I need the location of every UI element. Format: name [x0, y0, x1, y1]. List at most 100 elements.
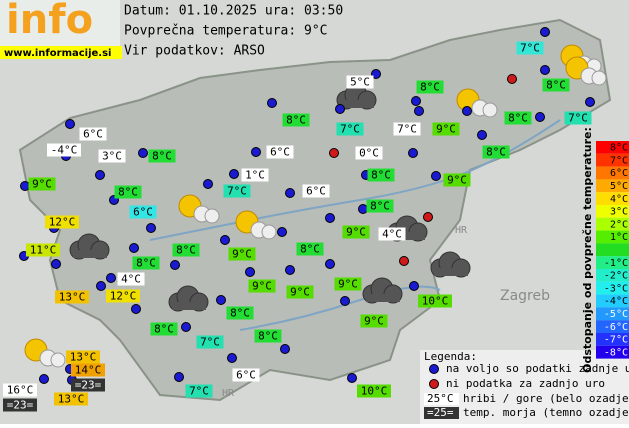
source-line: Vir podatkov: ARSO [124, 44, 265, 59]
station-label-bg [28, 177, 56, 191]
station-label: 8°C [258, 330, 278, 343]
station-label-bg [79, 127, 107, 141]
station-label: 8°C [176, 244, 196, 257]
station-label: 8°C [546, 79, 566, 92]
station-dot [411, 96, 421, 106]
station-label-bg [71, 378, 105, 392]
scale-label: 5°C [610, 181, 628, 192]
station-label: 8°C [154, 323, 174, 336]
station-dot [39, 374, 49, 384]
station-dot [106, 273, 116, 283]
station-dot [277, 227, 287, 237]
station-dot [129, 243, 139, 253]
legend-sample: 25°C [427, 392, 454, 405]
station-label: 9°C [447, 174, 467, 187]
station-label: 7°C [340, 123, 360, 136]
station-label: 7°C [397, 123, 417, 136]
station-label-bg [148, 149, 176, 163]
station-label-bg [106, 289, 140, 303]
scale-label: 4°C [610, 194, 628, 205]
station-label: 0°C [359, 147, 379, 160]
legend-sample: =25= [427, 406, 454, 419]
station-label: 9°C [252, 280, 272, 293]
station-label: 7°C [520, 42, 540, 55]
scale-swatch [596, 307, 629, 321]
scale-label: -2°C [604, 271, 628, 282]
station-dot-missing [423, 212, 433, 222]
station-dot [335, 104, 345, 114]
scale-swatch [596, 179, 629, 193]
station-label: 9°C [338, 278, 358, 291]
station-label: 7°C [568, 112, 588, 125]
station-dot [414, 106, 424, 116]
map-label: Zagreb [500, 288, 550, 304]
scale-label: -5°C [604, 309, 628, 320]
station-label: 16°C [7, 384, 34, 397]
legend-title: Legenda: [424, 350, 477, 363]
scale-swatch [596, 294, 629, 308]
station-dot [65, 119, 75, 129]
site-bg [0, 46, 122, 59]
cloud [591, 70, 607, 86]
station-label-bg [286, 285, 314, 299]
scale-label: -8°C [604, 347, 628, 358]
station-label-bg [55, 290, 89, 304]
cloud [172, 302, 206, 310]
scale-swatch [596, 269, 629, 282]
station-dot [535, 112, 545, 122]
map-label: HR [222, 388, 235, 399]
station-dot [340, 296, 350, 306]
cloud [391, 232, 425, 240]
legend-sample-bg [424, 393, 459, 405]
station-label: 9°C [346, 226, 366, 239]
station-label-bg [254, 329, 282, 343]
cloud [50, 352, 66, 368]
station-label: 12°C [49, 216, 76, 229]
station-label-bg [172, 243, 200, 257]
station-dot [408, 148, 418, 158]
station-label: 6°C [133, 206, 153, 219]
station-label-bg [366, 199, 394, 213]
station-dot [138, 148, 148, 158]
station-dot [325, 213, 335, 223]
station-label-bg [196, 335, 224, 349]
legend-sample-bg [424, 407, 459, 419]
station-label: =23= [7, 399, 34, 412]
scale-swatch [596, 256, 629, 269]
scale-label: -3°C [604, 283, 628, 294]
station-label-bg [3, 398, 37, 412]
station-label: 8°C [371, 169, 391, 182]
station-label: 8°C [370, 200, 390, 213]
station-dot [95, 170, 105, 180]
station-label-bg [226, 306, 254, 320]
avg-line: Povprečna temperatura: 9°C [124, 24, 328, 39]
station-label: 9°C [32, 178, 52, 191]
station-label: 8°C [300, 243, 320, 256]
station-label-bg [150, 322, 178, 336]
scale-swatch [596, 230, 629, 244]
legend-red-dot [429, 379, 439, 389]
station-dot [267, 98, 277, 108]
site: www.informacije.si [4, 48, 112, 59]
station-dot [216, 295, 226, 305]
station-label-bg [504, 111, 532, 125]
station-label-bg [342, 225, 370, 239]
scale-label: 8°C [610, 143, 628, 154]
station-label-bg [266, 145, 294, 159]
country-shape [18, 18, 612, 402]
legend-text: hribi / gore (belo ozadje) [463, 392, 629, 405]
station-dot [285, 265, 295, 275]
station-label: 8°C [230, 307, 250, 320]
station-label: 7°C [227, 185, 247, 198]
station-label-bg [66, 350, 100, 364]
station-label: =23= [75, 379, 102, 392]
date-line: Datum: 01.10.2025 ura: 03:50 [124, 4, 343, 19]
station-label: 13°C [59, 291, 86, 304]
station-label-bg [367, 168, 395, 182]
station-label: -4°C [51, 144, 78, 157]
station-dot [347, 373, 357, 383]
legend-text: temp. morja (temno ozadje) [463, 406, 629, 419]
station-dot [540, 65, 550, 75]
cloud [434, 268, 468, 276]
